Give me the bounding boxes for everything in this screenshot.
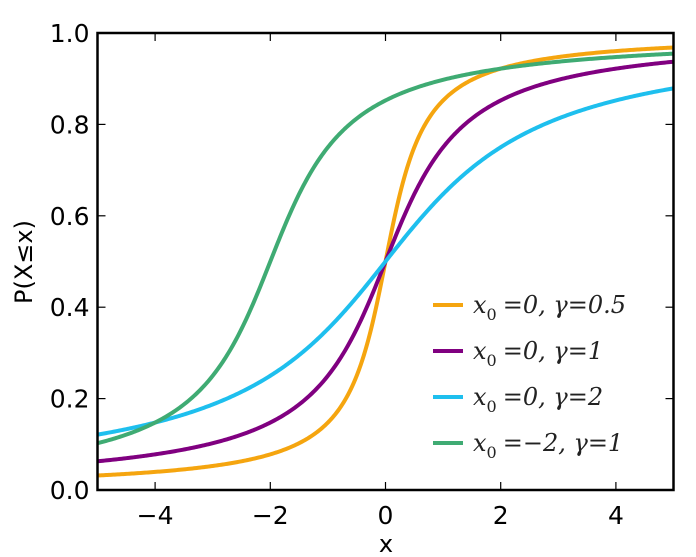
- x-tick-label: 2: [493, 501, 509, 530]
- y-axis-ticks: 0.0 0.2 0.4 0.6 0.8 1.0: [50, 19, 674, 505]
- legend-label: x0 =0, γ=0.5: [473, 291, 626, 324]
- x-axis-label: x: [379, 530, 393, 557]
- legend-label: x0 =0, γ=1: [473, 337, 603, 370]
- legend-item: x0 =0, γ=1: [433, 337, 603, 370]
- y-tick-label: 0.2: [50, 385, 90, 414]
- x-axis-ticks: −4 −2 0 2 4: [137, 33, 624, 530]
- x-tick-label: 4: [608, 501, 624, 530]
- x-tick-label: −4: [137, 501, 174, 530]
- legend-item: x0 =−2, γ=1: [433, 429, 623, 462]
- legend-item: x0 =0, γ=2: [433, 383, 603, 416]
- y-axis-label: P(X≤x): [10, 220, 38, 304]
- y-tick-label: 1.0: [50, 19, 90, 48]
- legend: x0 =0, γ=0.5 x0 =0, γ=1 x0 =0, γ=2 x0 =−2, γ=1: [433, 291, 626, 462]
- legend-label: x0 =0, γ=2: [473, 383, 603, 416]
- series-line-3: [96, 51, 675, 446]
- plot-curves: [96, 45, 675, 478]
- y-tick-label: 0.6: [50, 202, 90, 231]
- y-tick-label: 0.0: [50, 476, 90, 505]
- legend-label: x0 =−2, γ=1: [473, 429, 623, 462]
- x-tick-label: −2: [252, 501, 289, 530]
- x-tick-label: 0: [378, 501, 394, 530]
- y-tick-label: 0.8: [50, 110, 90, 139]
- series-line-2: [96, 86, 675, 437]
- legend-item: x0 =0, γ=0.5: [433, 291, 626, 324]
- y-tick-label: 0.4: [50, 293, 90, 322]
